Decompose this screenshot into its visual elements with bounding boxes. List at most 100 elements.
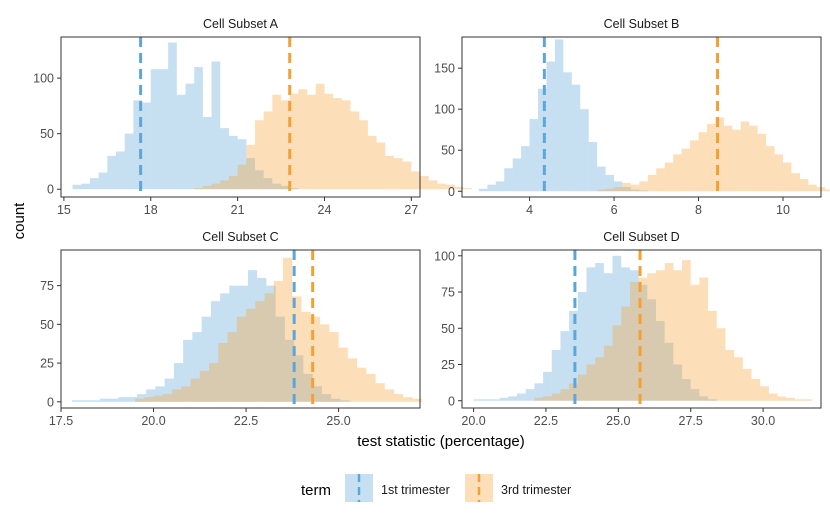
histogram-bar <box>655 270 665 401</box>
histogram-bar <box>664 263 674 401</box>
histogram-bar <box>310 316 321 402</box>
histogram-bar <box>347 358 358 402</box>
histogram-bar <box>708 399 717 401</box>
histogram-bar <box>81 183 90 190</box>
histogram-bar <box>329 332 339 402</box>
panel-cell-subset-a: Cell Subset A 0 50 100 15 18 21 24 27 <box>33 17 473 217</box>
histogram-bar <box>630 189 640 192</box>
histogram-bar <box>630 184 640 192</box>
histogram-bar <box>715 117 724 192</box>
x-axis-title: test statistic (percentage) <box>357 433 525 450</box>
histogram-bar <box>681 148 691 192</box>
histogram-bar <box>560 389 570 401</box>
histogram-bar <box>229 285 239 402</box>
histogram-bar <box>202 185 212 190</box>
histogram-bar <box>794 399 804 401</box>
histogram-bar <box>473 399 483 401</box>
panel-cell-subset-d: Cell Subset D 0 25 50 75 100 20.0 22.5 25.0 27.5 3… <box>434 230 822 428</box>
histogram-bar <box>569 383 578 401</box>
histogram-bar <box>185 83 195 190</box>
histogram-bar <box>517 393 526 401</box>
legend-title: term <box>301 482 331 499</box>
histogram-bar <box>768 393 778 401</box>
histogram-bar <box>294 355 304 402</box>
histogram-bar <box>273 280 284 402</box>
histogram-bar <box>367 135 377 190</box>
histogram-bar <box>159 69 169 190</box>
histogram-bar <box>546 61 555 192</box>
series-1st-trimester <box>478 39 648 192</box>
histogram-bar <box>155 386 165 402</box>
histogram-bar <box>495 181 505 192</box>
histogram-bar <box>597 189 606 192</box>
y-tick-label: 50 <box>40 318 54 332</box>
x-tick-label: 20.0 <box>461 414 485 428</box>
histogram-bar <box>612 255 622 401</box>
histogram-bar <box>281 100 290 190</box>
histogram-bar <box>72 400 82 402</box>
histogram-bar <box>412 398 422 402</box>
histogram-bar <box>254 120 264 190</box>
histogram-bar <box>716 328 726 401</box>
histogram-bar <box>437 183 447 190</box>
histogram-bar <box>135 398 145 402</box>
histogram-bar <box>227 332 237 402</box>
histogram-bar <box>153 395 163 402</box>
histogram-bar <box>210 301 221 402</box>
histogram-bar <box>629 281 639 401</box>
histogram-bar <box>237 139 247 190</box>
histogram-bar <box>283 257 293 402</box>
histogram-bar <box>622 187 631 192</box>
histogram-bar <box>150 69 160 190</box>
histogram-bar <box>454 187 464 190</box>
histogram-bar <box>90 400 100 402</box>
histogram-bar <box>320 324 330 402</box>
histogram-bar <box>247 270 258 402</box>
histogram-bar <box>777 396 787 401</box>
histogram-bar <box>586 364 596 401</box>
histogram-bar <box>699 277 709 401</box>
histogram-bar <box>682 379 691 401</box>
panel-title: Cell Subset B <box>604 17 680 31</box>
histogram-bar <box>211 61 221 190</box>
histogram-bar <box>791 173 800 192</box>
series-1st-trimester <box>72 270 350 402</box>
histogram-bar <box>411 171 420 190</box>
x-tick-label: 8 <box>695 203 702 217</box>
histogram-bar <box>192 332 202 402</box>
histogram-bar <box>595 357 604 401</box>
panel-cell-subset-b: Cell Subset B 0 50 100 150 4 6 8 10 <box>434 17 830 217</box>
series-1st-trimester <box>72 42 299 190</box>
legend-label-1st-trimester: 1st trimester <box>381 483 450 497</box>
histogram-bar <box>246 308 256 402</box>
histogram-bar <box>164 378 174 402</box>
histogram-bar <box>751 379 761 401</box>
histogram-bar <box>341 100 351 190</box>
histogram-bar <box>116 151 125 190</box>
histogram-bar <box>551 350 561 401</box>
histogram-bar <box>699 396 709 401</box>
histogram-bar <box>173 363 184 402</box>
histogram-bar <box>331 398 341 402</box>
y-axis-title: count <box>11 202 28 240</box>
histogram-bar <box>554 39 564 192</box>
histogram-bar <box>512 158 522 192</box>
histogram-bar <box>190 378 200 402</box>
histogram-bar <box>375 383 385 402</box>
x-tick-label: 22.5 <box>534 414 558 428</box>
histogram-bar <box>194 67 203 190</box>
histogram-bar <box>263 178 273 190</box>
histogram-bar <box>774 154 783 192</box>
x-tick-label: 4 <box>526 203 533 217</box>
x-tick-label: 24 <box>318 203 332 217</box>
histogram-bar <box>402 161 412 190</box>
histogram-bar <box>614 187 623 192</box>
histogram-bar <box>725 350 735 401</box>
histogram-bar <box>307 94 316 190</box>
histogram-bar <box>534 383 544 401</box>
histogram-bar <box>647 273 656 401</box>
histogram-bar <box>664 342 674 401</box>
x-tick-label: 25.0 <box>326 414 350 428</box>
y-tick-label: 100 <box>33 72 54 86</box>
histogram-bar <box>228 175 238 190</box>
